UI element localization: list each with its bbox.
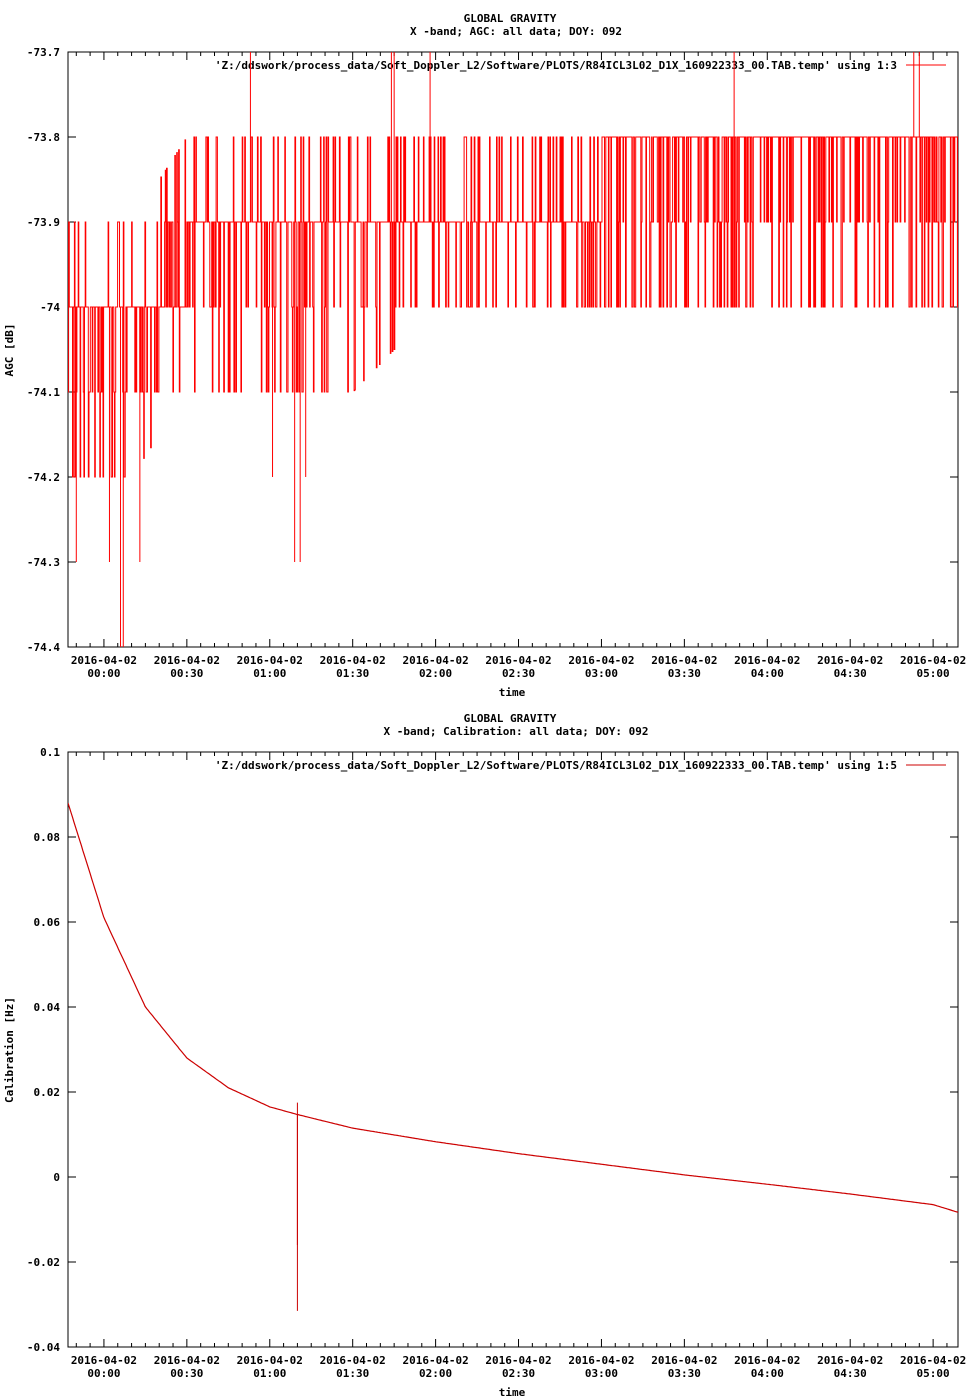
x-tick-label-date: 2016-04-02: [71, 1354, 137, 1367]
x-tick-label-date: 2016-04-02: [485, 1354, 551, 1367]
x-tick-label-date: 2016-04-02: [734, 1354, 800, 1367]
y-tick-label: -73.8: [27, 131, 60, 144]
x-tick-label-date: 2016-04-02: [900, 1354, 966, 1367]
x-tick-label-time: 03:30: [668, 1367, 701, 1380]
y-tick-label: -74.2: [27, 471, 60, 484]
x-tick-label-date: 2016-04-02: [237, 1354, 303, 1367]
plot-area: -73.7 -73.8 -73.9 -74 -74.1 -74.2 -74.3 -74.4 20…: [27, 46, 966, 680]
x-tick-label-date: 2016-04-02: [320, 1354, 386, 1367]
x-tick-label-date: 2016-04-02: [154, 654, 220, 667]
y-axis-label: Calibration [Hz]: [3, 997, 16, 1103]
y-tick-label: 0.02: [34, 1086, 61, 1099]
x-tick-label-time: 01:00: [253, 1367, 286, 1380]
y-tick-label: -0.02: [27, 1256, 60, 1269]
x-tick-label-time: 05:00: [917, 667, 950, 680]
x-tick-label-time: 02:30: [502, 1367, 535, 1380]
x-tick-label-date: 2016-04-02: [900, 654, 966, 667]
x-tick-label-time: 00:00: [87, 1367, 120, 1380]
calibration-chart: GLOBAL GRAVITY X -band; Calibration: all…: [3, 712, 966, 1399]
x-axis-label: time: [499, 1386, 526, 1399]
x-tick-label-time: 05:00: [917, 1367, 950, 1380]
x-tick-label-date: 2016-04-02: [402, 654, 468, 667]
x-tick-label-date: 2016-04-02: [817, 654, 883, 667]
x-tick-label-date: 2016-04-02: [817, 1354, 883, 1367]
x-tick-label-time: 04:00: [751, 667, 784, 680]
x-tick-label-time: 03:00: [585, 667, 618, 680]
x-tick-label-date: 2016-04-02: [402, 1354, 468, 1367]
y-tick-label: 0.06: [34, 916, 61, 929]
y-tick-label: 0: [53, 1171, 60, 1184]
x-tick-label-time: 03:30: [668, 667, 701, 680]
x-tick-label-time: 04:30: [834, 667, 867, 680]
chart-title: GLOBAL GRAVITY: [464, 712, 557, 725]
x-tick-label-date: 2016-04-02: [154, 1354, 220, 1367]
x-tick-label-time: 01:00: [253, 667, 286, 680]
legend-label: 'Z:/ddswork/process_data/Soft_Doppler_L2…: [215, 759, 897, 772]
x-tick-label-time: 04:30: [834, 1367, 867, 1380]
x-tick-label-time: 02:00: [419, 667, 452, 680]
x-tick-label-time: 04:00: [751, 1367, 784, 1380]
y-tick-label: -0.04: [27, 1341, 60, 1354]
x-tick-label-date: 2016-04-02: [651, 654, 717, 667]
plot-frame: [67, 51, 959, 648]
x-tick-label-time: 00:00: [87, 667, 120, 680]
y-tick-label: -74.1: [27, 386, 60, 399]
y-tick-label: -74.4: [27, 641, 60, 654]
x-tick-label-time: 01:30: [336, 667, 369, 680]
y-tick-label: -74: [40, 301, 60, 314]
x-tick-label-time: 02:30: [502, 667, 535, 680]
x-tick-label-date: 2016-04-02: [320, 654, 386, 667]
x-tick-label-time: 03:00: [585, 1367, 618, 1380]
chart-subtitle: X -band; AGC: all data; DOY: 092: [410, 25, 622, 38]
y-tick-label: 0.04: [34, 1001, 61, 1014]
y-tick-label: -74.3: [27, 556, 60, 569]
x-tick-label-date: 2016-04-02: [568, 1354, 634, 1367]
agc-chart: GLOBAL GRAVITY X -band; AGC: all data; D…: [3, 12, 966, 699]
plot-frame: [67, 751, 959, 1348]
agc-series-line: [68, 136, 958, 478]
y-tick-label: -73.7: [27, 46, 60, 59]
y-tick-label: 0.08: [34, 831, 61, 844]
x-tick-label-time: 00:30: [170, 1367, 203, 1380]
chart-subtitle: X -band; Calibration: all data; DOY: 092: [384, 725, 649, 738]
y-tick-label: 0.1: [40, 746, 60, 759]
x-tick-label-date: 2016-04-02: [71, 654, 137, 667]
x-axis-label: time: [499, 686, 526, 699]
x-tick-label-date: 2016-04-02: [237, 654, 303, 667]
x-tick-label-date: 2016-04-02: [734, 654, 800, 667]
calibration-series-line: [68, 802, 958, 1213]
x-tick-label-date: 2016-04-02: [485, 654, 551, 667]
plot-area: 0.1 0.08 0.06 0.04 0.02 0 -0.02 -0.04 2016-04-02…: [27, 746, 966, 1380]
y-axis-label: AGC [dB]: [3, 324, 16, 377]
x-tick-label-time: 01:30: [336, 1367, 369, 1380]
x-tick-label-time: 00:30: [170, 667, 203, 680]
x-tick-label-date: 2016-04-02: [568, 654, 634, 667]
x-tick-label-time: 02:00: [419, 1367, 452, 1380]
x-tick-label-date: 2016-04-02: [651, 1354, 717, 1367]
legend-label: 'Z:/ddswork/process_data/Soft_Doppler_L2…: [215, 59, 897, 72]
chart-title: GLOBAL GRAVITY: [464, 12, 557, 25]
y-tick-label: -73.9: [27, 216, 60, 229]
